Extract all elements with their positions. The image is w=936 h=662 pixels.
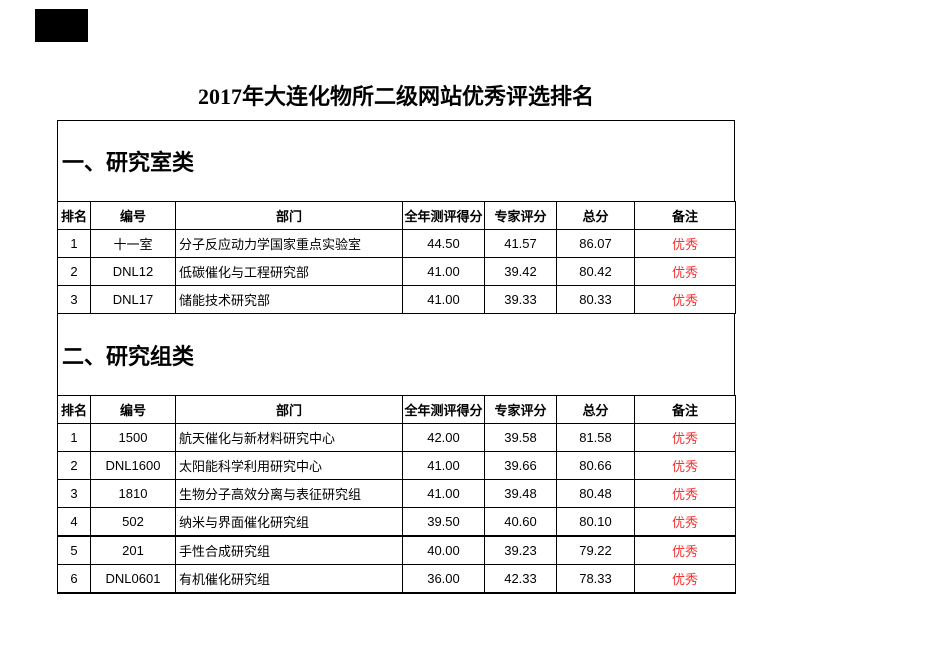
cell-dept: 有机催化研究组 [175, 564, 403, 594]
cell-remark: 优秀 [634, 564, 736, 594]
cell-rank: 2 [57, 451, 91, 480]
cell-rank: 1 [57, 423, 91, 452]
header-code: 编号 [90, 395, 176, 424]
cell-expert-score: 40.60 [484, 507, 557, 537]
cell-code: DNL12 [90, 257, 176, 286]
table-row: 5 201 手性合成研究组 40.00 39.23 79.22 优秀 [57, 535, 736, 565]
table-row: 3 1810 生物分子高效分离与表征研究组 41.00 39.48 80.48 优秀 [57, 479, 736, 508]
header-expert-score: 专家评分 [484, 201, 557, 230]
cell-rank: 4 [57, 507, 91, 537]
cell-remark: 优秀 [634, 423, 736, 452]
cell-rank: 3 [57, 479, 91, 508]
cell-expert-score: 39.48 [484, 479, 557, 508]
cell-code: 十一室 [90, 229, 176, 258]
cell-code: DNL0601 [90, 564, 176, 594]
table-row: 1 1500 航天催化与新材料研究中心 42.00 39.58 81.58 优秀 [57, 423, 736, 452]
section-heading-groups: 二、研究组类 [57, 314, 735, 395]
cell-code: 1810 [90, 479, 176, 508]
table-row: 4 502 纳米与界面催化研究组 39.50 40.60 80.10 优秀 [57, 507, 736, 537]
cell-total-score: 80.42 [556, 257, 635, 286]
header-rank: 排名 [57, 395, 91, 424]
ranking-sheet: 一、研究室类 排名 编号 部门 全年测评得分 专家评分 总分 备注 1 十一室 分子反应动力学国… [57, 120, 736, 594]
cell-annual-score: 40.00 [402, 535, 485, 565]
cell-expert-score: 39.42 [484, 257, 557, 286]
header-remark: 备注 [634, 395, 736, 424]
cell-total-score: 78.33 [556, 564, 635, 594]
groups-ranking-table: 排名 编号 部门 全年测评得分 专家评分 总分 备注 1 1500 航天催化与新材料研究中心 42… [57, 395, 736, 594]
section-heading-labs: 一、研究室类 [57, 120, 735, 201]
header-total-score: 总分 [556, 201, 635, 230]
header-dept: 部门 [175, 395, 403, 424]
cell-rank: 5 [57, 535, 91, 565]
cell-code: 502 [90, 507, 176, 537]
cell-annual-score: 41.00 [402, 257, 485, 286]
cell-remark: 优秀 [634, 229, 736, 258]
cell-code: 1500 [90, 423, 176, 452]
cell-expert-score: 39.33 [484, 285, 557, 314]
table-row: 6 DNL0601 有机催化研究组 36.00 42.33 78.33 优秀 [57, 564, 736, 594]
cell-rank: 3 [57, 285, 91, 314]
page-title: 2017年大连化物所二级网站优秀评选排名 [197, 84, 594, 109]
cell-total-score: 80.10 [556, 507, 635, 537]
cell-expert-score: 39.23 [484, 535, 557, 565]
cell-rank: 2 [57, 257, 91, 286]
cell-dept: 分子反应动力学国家重点实验室 [175, 229, 403, 258]
cell-dept: 太阳能科学利用研究中心 [175, 451, 403, 480]
table-row: 2 DNL12 低碳催化与工程研究部 41.00 39.42 80.42 优秀 [57, 257, 736, 286]
header-remark: 备注 [634, 201, 736, 230]
cell-total-score: 80.48 [556, 479, 635, 508]
cell-remark: 优秀 [634, 479, 736, 508]
cell-total-score: 79.22 [556, 535, 635, 565]
cell-annual-score: 41.00 [402, 479, 485, 508]
cell-expert-score: 39.66 [484, 451, 557, 480]
cell-rank: 1 [57, 229, 91, 258]
cell-dept: 储能技术研究部 [175, 285, 403, 314]
table-row: 1 十一室 分子反应动力学国家重点实验室 44.50 41.57 86.07 优秀 [57, 229, 736, 258]
header-rank: 排名 [57, 201, 91, 230]
labs-ranking-table: 排名 编号 部门 全年测评得分 专家评分 总分 备注 1 十一室 分子反应动力学国家重点实验室 4… [57, 201, 736, 314]
cell-expert-score: 41.57 [484, 229, 557, 258]
cell-dept: 手性合成研究组 [175, 535, 403, 565]
cell-dept: 航天催化与新材料研究中心 [175, 423, 403, 452]
header-annual-score: 全年测评得分 [402, 395, 485, 424]
cell-annual-score: 39.50 [402, 507, 485, 537]
cell-total-score: 80.66 [556, 451, 635, 480]
cell-remark: 优秀 [634, 285, 736, 314]
cell-total-score: 81.58 [556, 423, 635, 452]
header-expert-score: 专家评分 [484, 395, 557, 424]
cell-annual-score: 42.00 [402, 423, 485, 452]
cell-remark: 优秀 [634, 507, 736, 537]
section-heading-label: 一、研究室类 [62, 150, 195, 175]
header-code: 编号 [90, 201, 176, 230]
section-heading-label: 二、研究组类 [62, 343, 195, 369]
cell-remark: 优秀 [634, 451, 736, 480]
cell-annual-score: 36.00 [402, 564, 485, 594]
header-total-score: 总分 [556, 395, 635, 424]
cell-remark: 优秀 [634, 535, 736, 565]
cell-code: DNL17 [90, 285, 176, 314]
cell-rank: 6 [57, 564, 91, 594]
cell-annual-score: 44.50 [402, 229, 485, 258]
cell-total-score: 80.33 [556, 285, 635, 314]
table-row: 2 DNL1600 太阳能科学利用研究中心 41.00 39.66 80.66 优秀 [57, 451, 736, 480]
cell-dept: 生物分子高效分离与表征研究组 [175, 479, 403, 508]
black-corner-mark [35, 9, 88, 42]
header-annual-score: 全年测评得分 [402, 201, 485, 230]
header-row: 排名 编号 部门 全年测评得分 专家评分 总分 备注 [57, 201, 736, 230]
header-dept: 部门 [175, 201, 403, 230]
cell-dept: 纳米与界面催化研究组 [175, 507, 403, 537]
header-row: 排名 编号 部门 全年测评得分 专家评分 总分 备注 [57, 395, 736, 424]
cell-expert-score: 42.33 [484, 564, 557, 594]
cell-expert-score: 39.58 [484, 423, 557, 452]
cell-code: DNL1600 [90, 451, 176, 480]
cell-remark: 优秀 [634, 257, 736, 286]
cell-total-score: 86.07 [556, 229, 635, 258]
cell-annual-score: 41.00 [402, 451, 485, 480]
table-row: 3 DNL17 储能技术研究部 41.00 39.33 80.33 优秀 [57, 285, 736, 314]
cell-annual-score: 41.00 [402, 285, 485, 314]
cell-dept: 低碳催化与工程研究部 [175, 257, 403, 286]
cell-code: 201 [90, 535, 176, 565]
